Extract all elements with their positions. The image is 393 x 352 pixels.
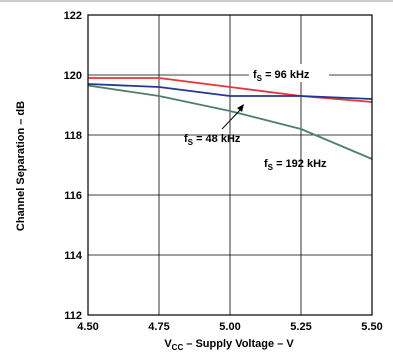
series-lines [87,77,373,160]
y-tick-label: 114 [64,250,83,262]
annotation-48khz-arrowhead [237,104,244,112]
annotation-48khz: fS = 48 kHz [184,133,241,147]
series-line-96-khz [88,77,373,103]
annotation-48khz-group: fS = 48 kHz [184,104,244,147]
x-tick-label: 5.50 [361,321,382,333]
x-axis-title: VCC – Supply Voltage – V [164,338,294,352]
plot-frame [87,14,373,316]
annotation-96khz-bg [249,64,329,82]
annotation-96khz: fS = 96 kHz [253,69,310,83]
annotation-192khz: fS = 192 kHz [264,158,327,172]
series-line-192-khz [87,84,373,160]
y-tick-label: 122 [64,10,82,22]
x-tick-label: 5.00 [219,321,240,333]
grid [87,14,373,316]
y-tick-label: 120 [64,70,82,82]
x-tick-labels: 4.50 4.75 5.00 5.25 5.50 [77,321,382,333]
annotation-96khz-group: fS = 96 kHz [249,64,329,83]
x-tick-label: 4.75 [148,321,169,333]
y-axis-title: Channel Separation – dB [15,101,27,231]
y-tick-label: 116 [64,190,82,202]
y-tick-label: 112 [64,310,82,322]
annotation-48khz-arrow-line [221,107,243,130]
series-line-48-khz [87,83,373,100]
x-tick-label: 4.50 [77,321,98,333]
y-tick-label: 118 [64,130,82,142]
y-tick-labels: 112 114 116 118 120 122 [64,10,83,322]
annotation-192khz-group: fS = 192 kHz [264,158,327,172]
x-tick-label: 5.25 [290,321,311,333]
